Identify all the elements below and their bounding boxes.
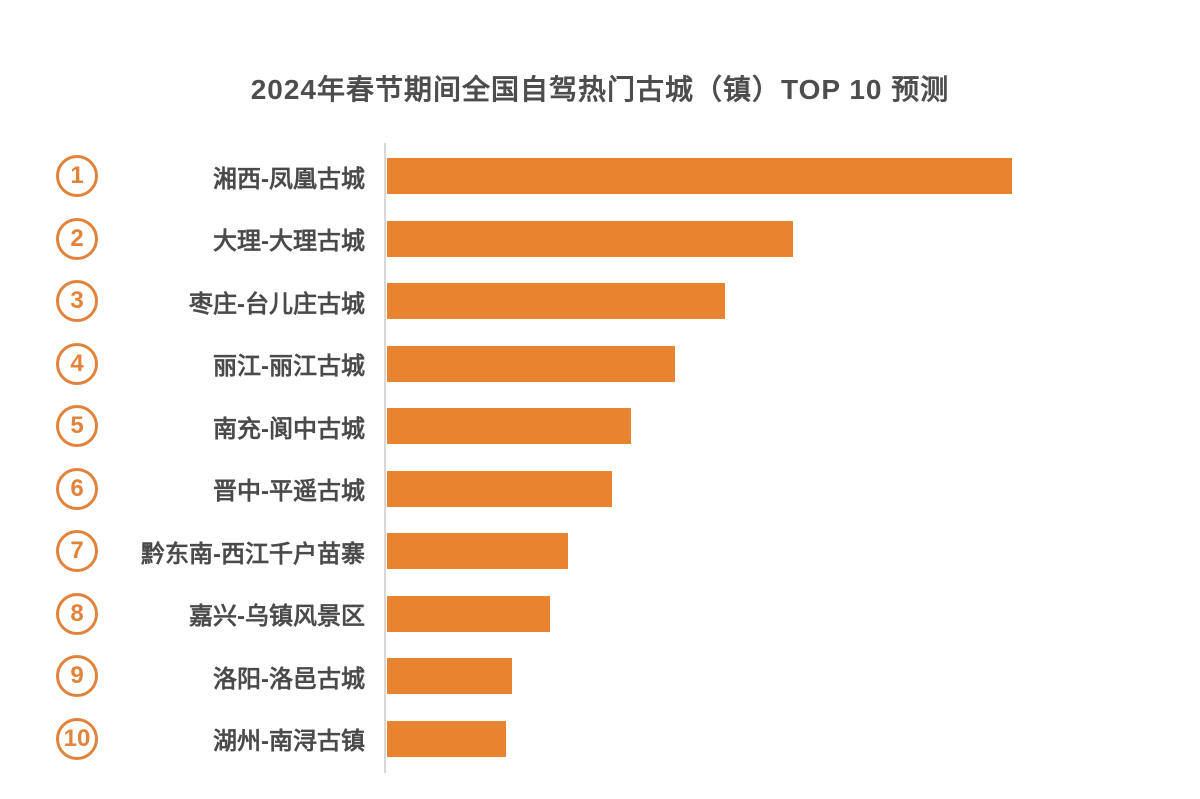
chart-row-5: 5 南充-阆中古城 [0, 395, 1200, 458]
category-label: 黔东南-西江千户苗寨 [141, 540, 365, 568]
bar-chart: 1 湘西-凤凰古城 2 大理-大理古城 3 枣庄-台儿庄古城 4 丽江-丽江古城… [0, 145, 1200, 770]
category-label: 枣庄-台儿庄古城 [189, 290, 365, 318]
rank-badge: 1 [56, 155, 98, 198]
category-label: 嘉兴-乌镇风景区 [189, 603, 365, 631]
bar [387, 345, 675, 382]
bar-track [387, 595, 1200, 632]
bar [387, 470, 612, 507]
chart-row-8: 8 嘉兴-乌镇风景区 [0, 583, 1200, 646]
category-label: 湖州-南浔古镇 [213, 728, 365, 756]
category-label: 湘西-凤凰古城 [213, 165, 365, 193]
chart-title: 2024年春节期间全国自驾热门古城（镇）TOP 10 预测 [250, 74, 950, 105]
category-label: 南充-阆中古城 [213, 415, 365, 443]
chart-row-3: 3 枣庄-台儿庄古城 [0, 270, 1200, 333]
bar-track [387, 533, 1200, 570]
rank-badge: 2 [56, 217, 98, 260]
rank-badge: 6 [56, 467, 98, 510]
category-label: 洛阳-洛邑古城 [213, 665, 365, 693]
chart-row-2: 2 大理-大理古城 [0, 208, 1200, 271]
rank-badge: 4 [56, 342, 98, 385]
bar-track [387, 658, 1200, 695]
bar-track [387, 720, 1200, 757]
rank-badge: 8 [56, 592, 98, 635]
chart-row-4: 4 丽江-丽江古城 [0, 333, 1200, 396]
bar [387, 533, 569, 570]
chart-row-6: 6 晋中-平遥古城 [0, 458, 1200, 521]
bar [387, 220, 794, 257]
rank-badge: 7 [56, 530, 98, 573]
bar-track [387, 408, 1200, 445]
rank-badge: 10 [56, 717, 98, 760]
rank-badge: 9 [56, 655, 98, 698]
bar-track [387, 470, 1200, 507]
bar [387, 595, 550, 632]
chart-row-9: 9 洛阳-洛邑古城 [0, 645, 1200, 708]
bar [387, 720, 506, 757]
chart-row-1: 1 湘西-凤凰古城 [0, 145, 1200, 208]
category-label: 丽江-丽江古城 [213, 353, 365, 381]
bar [387, 283, 725, 320]
chart-row-10: 10 湖州-南浔古镇 [0, 708, 1200, 771]
bar [387, 158, 1012, 195]
rank-badge: 3 [56, 280, 98, 323]
category-axis-line [384, 143, 386, 773]
bar-track [387, 158, 1200, 195]
rank-badge: 5 [56, 405, 98, 448]
bar-track [387, 345, 1200, 382]
bar [387, 658, 512, 695]
category-label: 晋中-平遥古城 [213, 478, 365, 506]
bar [387, 408, 631, 445]
bar-track [387, 220, 1200, 257]
chart-row-7: 7 黔东南-西江千户苗寨 [0, 520, 1200, 583]
bar-track [387, 283, 1200, 320]
category-label: 大理-大理古城 [213, 228, 365, 256]
